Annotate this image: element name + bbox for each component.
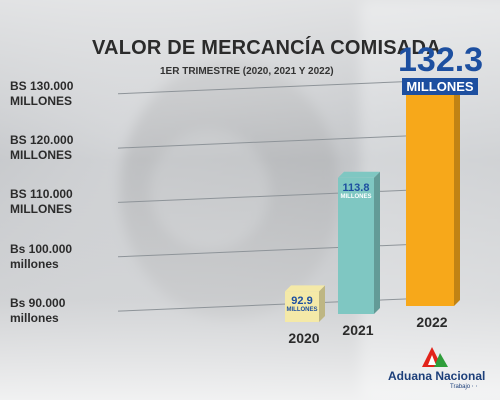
bar-side-2021 xyxy=(374,171,380,314)
x-tick-label-2021: 2021 xyxy=(342,322,374,338)
bar-2022 xyxy=(406,87,454,306)
value-unit: MILLONES xyxy=(340,193,372,200)
y-tick-label-line2: MILLONES xyxy=(10,93,72,108)
chart-subtitle: 1ER TRIMESTRE (2020, 2021 Y 2022) xyxy=(160,66,334,77)
y-tick-label-line1: BS 120.000 xyxy=(10,133,74,148)
y-tick-label-110: BS 110.000 MILLONES xyxy=(10,187,125,217)
y-tick-label-line1: Bs 90.000 xyxy=(10,296,66,311)
value-number: 132.3 xyxy=(398,41,484,79)
y-tick-label-line2: MILLONES xyxy=(10,148,72,163)
y-tick-label-line1: BS 130.000 xyxy=(10,78,74,93)
logo-white-notch xyxy=(428,355,436,365)
value-unit: MILLONES xyxy=(286,307,318,314)
bar-top-2020 xyxy=(285,285,325,292)
y-tick-label-90: Bs 90.000 millones xyxy=(10,296,125,326)
y-tick-label-130: BS 130.000 MILLONES xyxy=(10,79,125,109)
bar-top-2021 xyxy=(338,171,380,178)
value-unit: MILLONES xyxy=(402,78,478,95)
y-tick-label-line2: MILLONES xyxy=(10,202,72,217)
value-label-2021: 113.8 MILLONES xyxy=(334,182,378,200)
y-tick-label-line2: millones xyxy=(10,311,59,326)
gridline-100 xyxy=(117,242,451,258)
bar-2021 xyxy=(338,177,374,314)
y-tick-label-line1: Bs 100.000 xyxy=(10,241,73,256)
brand-tagline: Trabajo ⋅ ⋅ xyxy=(450,384,478,390)
gridline-130 xyxy=(117,79,451,95)
value-label-2020: 92.9 MILLONES xyxy=(281,295,323,313)
value-number: 113.8 xyxy=(342,181,370,194)
y-tick-label-line2: millones xyxy=(10,256,59,271)
aduana-logo: Aduana Nacional Trabajo ⋅ ⋅ xyxy=(388,345,492,393)
gridline-110 xyxy=(117,187,451,203)
y-tick-label-line1: BS 110.000 xyxy=(10,187,73,202)
gridline-120 xyxy=(117,133,451,149)
x-tick-label-2020: 2020 xyxy=(288,330,320,346)
brand-name: Aduana Nacional xyxy=(388,369,486,383)
y-tick-label-100: Bs 100.000 millones xyxy=(10,242,125,272)
y-tick-label-120: BS 120.000 MILLONES xyxy=(10,133,125,163)
logo-green-triangle xyxy=(434,353,448,367)
bar-side-2020 xyxy=(319,285,325,322)
x-tick-label-2022: 2022 xyxy=(416,314,448,330)
bar-2020 xyxy=(285,291,319,322)
bar-side-2022 xyxy=(454,81,460,306)
chart-title: VALOR DE MERCANCÍA COMISADA xyxy=(92,37,441,59)
value-label-2022: 132.3 MILLONES xyxy=(398,41,484,96)
gridline-90 xyxy=(117,296,451,312)
value-number: 92.9 xyxy=(291,295,313,308)
